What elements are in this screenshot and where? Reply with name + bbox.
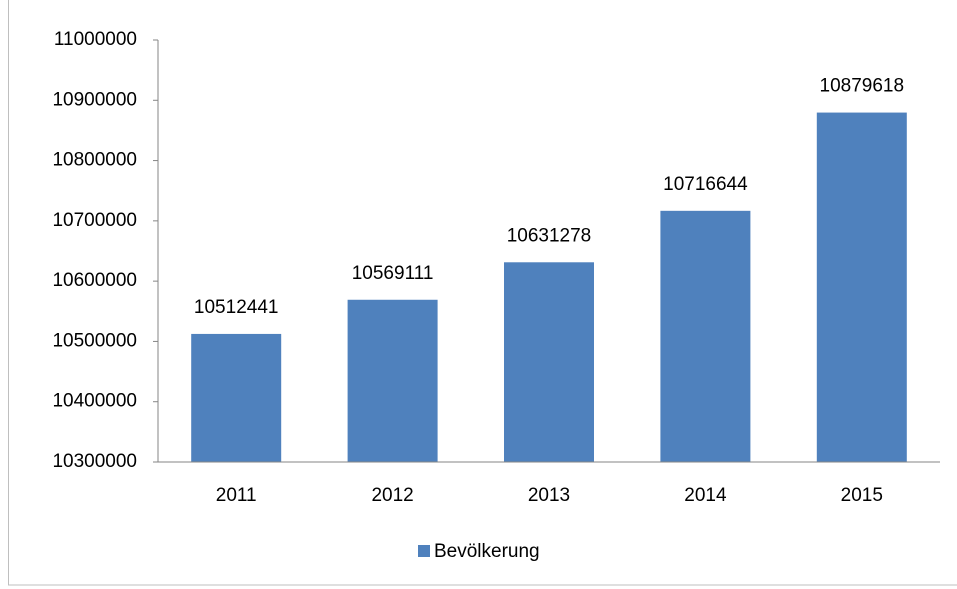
data-label: 10512441 <box>194 297 279 318</box>
y-tick-label: 10900000 <box>52 89 137 110</box>
y-tick-label: 10800000 <box>52 150 137 171</box>
data-label: 10631278 <box>507 225 592 246</box>
legend-label: Bevölkerung <box>434 541 540 562</box>
bar <box>347 299 438 462</box>
data-label: 10879618 <box>820 76 905 97</box>
x-tick-label: 2012 <box>371 485 413 506</box>
chart-border <box>8 0 957 586</box>
x-tick-label: 2014 <box>684 485 727 506</box>
y-tick-label: 11000000 <box>54 29 137 50</box>
x-tick-label: 2011 <box>216 485 257 506</box>
legend-swatch <box>418 545 430 557</box>
x-tick-label: 2015 <box>841 485 883 506</box>
y-tick-label: 10400000 <box>52 391 137 412</box>
data-label: 10716644 <box>663 174 748 195</box>
x-tick-label: 2013 <box>528 485 570 506</box>
bar <box>660 210 751 462</box>
y-tick-label: 10300000 <box>52 451 137 472</box>
bar <box>816 112 907 462</box>
y-tick-label: 10600000 <box>52 270 137 291</box>
bar <box>191 333 282 462</box>
y-tick-label: 10700000 <box>52 210 137 231</box>
data-label: 10569111 <box>352 263 434 284</box>
bar <box>504 262 594 462</box>
y-tick-label: 10500000 <box>52 330 137 351</box>
